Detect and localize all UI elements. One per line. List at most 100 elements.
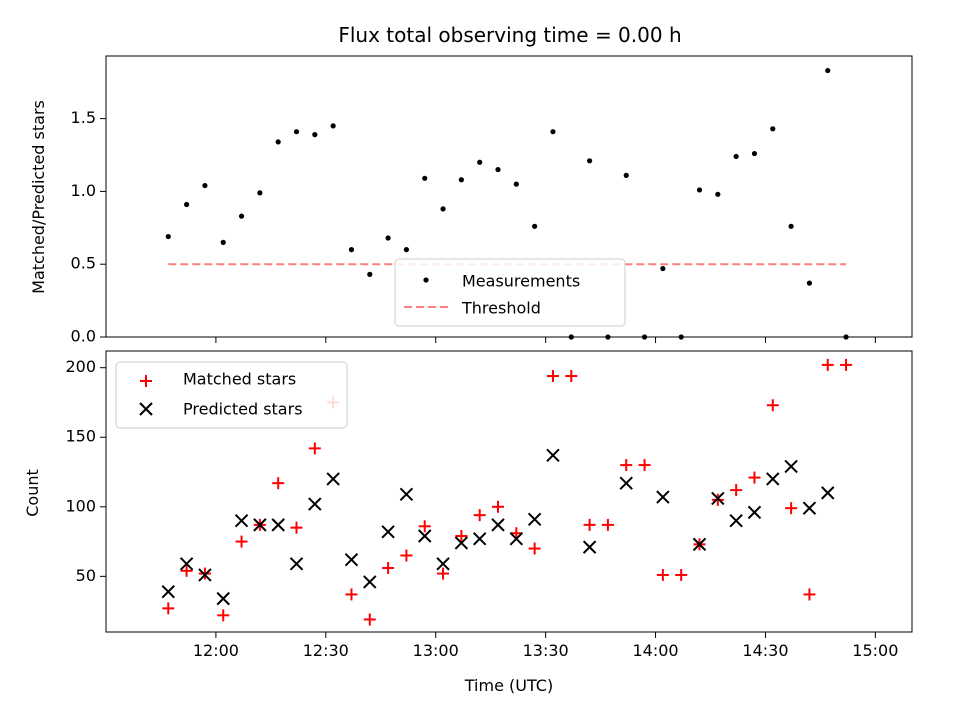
matched-point-36 xyxy=(821,358,834,371)
matched-point-3 xyxy=(217,609,230,622)
measurement-point-10 xyxy=(348,247,355,253)
matched-point-7 xyxy=(290,521,303,534)
matched-point-11 xyxy=(363,613,376,626)
top-y-tick-label-3: 1.5 xyxy=(71,108,96,127)
bottom-plot-frame xyxy=(105,350,913,633)
predicted-point-17 xyxy=(472,532,487,546)
predicted-point-16 xyxy=(454,536,469,550)
measurement-point-19 xyxy=(513,181,519,187)
predicted-point-5 xyxy=(253,518,267,532)
matched-point-4 xyxy=(235,535,248,548)
top-plot-frame xyxy=(105,55,913,338)
legend-matched-marker xyxy=(140,375,152,387)
predicted-point-0 xyxy=(161,584,175,599)
bottom-x-tick-label-0: 12:00 xyxy=(193,641,239,660)
top-x-axis-ticks xyxy=(215,337,876,343)
predicted-point-32 xyxy=(821,486,835,500)
predicted-point-9 xyxy=(326,472,340,486)
bottom-x-tick-label-6: 15:00 xyxy=(852,641,898,660)
predicted-point-7 xyxy=(289,557,304,571)
measurement-point-7 xyxy=(293,129,300,135)
measurement-point-11 xyxy=(367,271,373,277)
matched-point-35 xyxy=(803,588,816,601)
predicted-point-3 xyxy=(216,591,230,606)
bottom-legend-box xyxy=(115,361,348,429)
measurements-series xyxy=(165,67,849,340)
measurement-point-14 xyxy=(422,175,428,181)
matched-point-8 xyxy=(308,442,321,455)
bottom-x-tick-label-3: 13:30 xyxy=(523,641,569,660)
top-y-tick-label-2: 1.0 xyxy=(71,181,96,200)
matched-point-0 xyxy=(162,602,175,615)
measurement-point-21 xyxy=(550,129,556,135)
bottom-y-tick-label-1: 100 xyxy=(65,496,96,515)
measurement-point-18 xyxy=(495,166,501,173)
matched-point-27 xyxy=(656,568,669,581)
top-legend: Measurements Threshold xyxy=(394,258,626,327)
matched-point-37 xyxy=(840,358,853,371)
measurement-point-35 xyxy=(806,280,813,286)
matched-point-6 xyxy=(272,477,285,490)
matched-point-13 xyxy=(400,549,413,562)
legend-measurements-marker xyxy=(423,277,429,283)
legend-measurements-label: Measurements xyxy=(462,272,580,291)
predicted-point-6 xyxy=(271,518,285,532)
measurement-point-34 xyxy=(788,223,794,229)
measurement-point-6 xyxy=(275,139,281,145)
predicted-point-28 xyxy=(747,505,762,520)
measurement-point-5 xyxy=(257,190,263,196)
measurement-point-8 xyxy=(312,132,318,138)
legend-predicted-marker xyxy=(139,402,153,416)
matched-point-17 xyxy=(473,509,486,522)
measurement-point-3 xyxy=(220,239,226,245)
matched-point-16 xyxy=(455,530,468,543)
predicted-point-21 xyxy=(546,448,560,463)
matched-point-33 xyxy=(766,399,779,412)
predicted-point-12 xyxy=(381,525,395,539)
bottom-legend: Matched stars Predicted stars xyxy=(115,361,348,429)
measurement-point-32 xyxy=(751,150,758,157)
measurement-point-0 xyxy=(165,233,171,240)
predicted-point-4 xyxy=(234,514,249,528)
matched-point-32 xyxy=(748,471,761,484)
matched-point-21 xyxy=(546,370,559,383)
measurement-point-25 xyxy=(623,172,629,178)
predicted-point-11 xyxy=(363,575,377,589)
measurement-point-36 xyxy=(825,67,831,74)
top-y-tick-label-1: 0.5 xyxy=(71,254,96,273)
bottom-x-tick-label-5: 14:30 xyxy=(742,641,788,660)
predicted-point-14 xyxy=(418,529,432,543)
ratio-panel: Flux total observing time = 0.00 h Match… xyxy=(29,23,913,346)
predicted-point-1 xyxy=(179,557,194,571)
bottom-x-tick-label-2: 13:00 xyxy=(413,641,459,660)
bottom-ylabel: Count xyxy=(23,469,42,517)
measurement-point-23 xyxy=(587,158,593,164)
predicted-point-2 xyxy=(198,568,212,582)
matched-point-22 xyxy=(565,370,578,383)
top-legend-box xyxy=(394,258,626,327)
matched-point-15 xyxy=(437,567,450,580)
predicted-point-25 xyxy=(692,537,707,552)
matched-point-10 xyxy=(345,588,358,601)
top-y-tick-label-0: 0.0 xyxy=(71,327,96,346)
predicted-point-26 xyxy=(711,491,725,506)
bottom-x-axis-ticks: 12:00 12:30 13:00 13:30 14:00 14:30 15:00 xyxy=(193,632,898,660)
measurement-point-27 xyxy=(660,265,666,272)
matched-stars-series xyxy=(162,358,853,626)
predicted-point-19 xyxy=(509,532,524,546)
predicted-point-23 xyxy=(619,476,633,490)
measurement-point-15 xyxy=(440,206,446,212)
matched-point-14 xyxy=(418,520,431,533)
predicted-point-24 xyxy=(656,490,670,504)
matched-point-26 xyxy=(638,459,651,472)
bottom-y-axis-ticks: 50 100 150 200 xyxy=(65,357,106,585)
predicted-point-30 xyxy=(784,459,798,474)
matched-point-24 xyxy=(601,518,614,531)
matched-point-12 xyxy=(382,562,395,575)
matched-point-34 xyxy=(785,502,798,515)
predicted-point-27 xyxy=(729,514,743,528)
predicted-point-18 xyxy=(491,518,505,532)
predicted-point-8 xyxy=(308,497,322,511)
measurement-point-29 xyxy=(696,187,703,193)
